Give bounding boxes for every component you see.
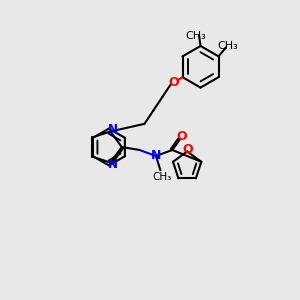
Text: O: O	[169, 76, 179, 89]
Text: O: O	[182, 142, 193, 156]
Text: N: N	[151, 149, 161, 162]
Text: O: O	[176, 130, 187, 143]
Text: N: N	[108, 158, 118, 172]
Text: CH₃: CH₃	[186, 31, 206, 40]
Text: CH₃: CH₃	[217, 41, 238, 51]
Text: CH₃: CH₃	[152, 172, 172, 182]
Text: N: N	[108, 123, 118, 136]
